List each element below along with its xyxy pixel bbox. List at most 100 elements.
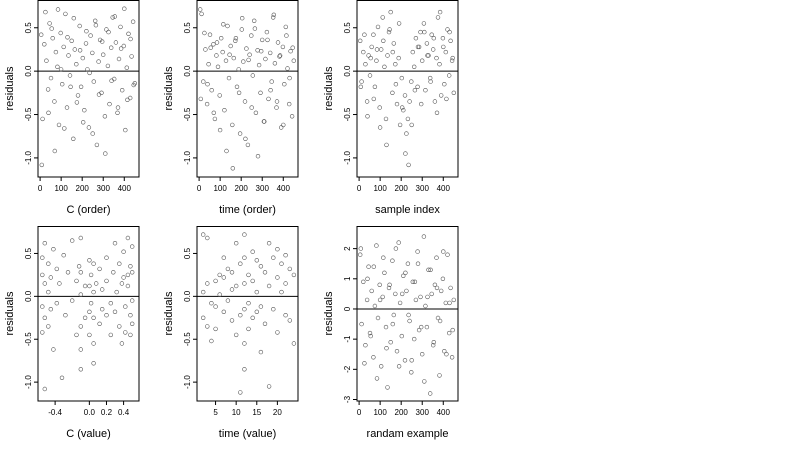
data-point	[61, 253, 66, 258]
data-point	[394, 101, 400, 107]
data-point	[247, 52, 252, 57]
data-point	[123, 304, 128, 309]
data-point	[113, 40, 119, 45]
data-point	[99, 39, 105, 44]
x-tick-label: 200	[395, 184, 409, 193]
data-point	[233, 35, 239, 41]
panel-1: 0 100 200 300 400 0.5 0.0 -0.5 -1.0 C (order) resi…	[4, 0, 140, 216]
data-points	[358, 234, 456, 396]
data-point	[211, 110, 217, 116]
data-point	[441, 249, 446, 254]
data-point	[442, 81, 447, 87]
data-point	[112, 241, 118, 246]
data-point	[365, 114, 370, 119]
data-point	[225, 266, 231, 272]
data-point	[403, 270, 408, 275]
data-point	[129, 54, 134, 59]
data-point	[78, 324, 84, 329]
data-point	[262, 270, 268, 275]
data-point	[421, 21, 427, 26]
data-point	[402, 358, 408, 363]
data-point	[206, 61, 211, 67]
data-point	[205, 81, 210, 87]
data-point	[203, 47, 208, 52]
x-tick-label: 0.4	[118, 408, 130, 417]
data-point	[428, 75, 433, 81]
data-point	[412, 64, 417, 70]
data-point	[116, 56, 122, 62]
data-point	[229, 287, 235, 292]
data-point	[44, 58, 49, 63]
data-point	[364, 297, 370, 303]
x-axis-label: time (order)	[219, 204, 276, 216]
data-point	[367, 330, 373, 336]
data-point	[431, 35, 436, 41]
data-point	[71, 16, 77, 21]
data-points	[38, 6, 138, 168]
data-point	[387, 27, 392, 32]
data-point	[391, 41, 396, 46]
data-point	[432, 99, 438, 104]
data-point	[108, 45, 114, 50]
data-point	[258, 349, 264, 355]
data-point	[362, 361, 367, 366]
data-point	[225, 23, 230, 29]
data-point	[279, 125, 284, 130]
data-point	[379, 364, 384, 369]
data-point	[255, 48, 260, 53]
data-point	[412, 336, 417, 342]
data-point	[42, 241, 47, 246]
y-tick-label: -0.5	[24, 332, 33, 346]
data-point	[230, 166, 236, 171]
data-point	[234, 84, 240, 90]
data-point	[437, 9, 443, 15]
data-point	[407, 318, 412, 324]
data-point	[434, 255, 439, 260]
data-point	[369, 44, 374, 50]
data-point	[242, 232, 247, 237]
data-point	[374, 376, 380, 381]
x-tick-label: -0.4	[48, 408, 62, 417]
data-point	[90, 50, 95, 56]
data-point	[234, 332, 239, 338]
data-point	[271, 12, 276, 18]
data-point	[358, 246, 363, 251]
data-point	[409, 370, 414, 375]
data-point	[359, 321, 364, 327]
data-point	[401, 273, 406, 278]
data-points	[358, 9, 456, 168]
data-point	[372, 84, 378, 90]
data-point	[250, 315, 255, 320]
data-point	[91, 289, 96, 295]
data-point	[46, 110, 51, 116]
plot-frame	[356, 0, 459, 178]
data-point	[439, 288, 444, 294]
data-point	[46, 261, 51, 266]
data-point	[253, 110, 259, 116]
data-point	[268, 87, 273, 93]
data-point	[123, 127, 128, 133]
data-point	[238, 390, 243, 395]
data-point	[238, 261, 243, 266]
data-point	[372, 303, 378, 309]
data-point	[415, 249, 420, 254]
data-point	[72, 47, 78, 52]
data-point	[250, 249, 255, 254]
data-point	[209, 87, 214, 93]
x-tick-label: 0	[357, 184, 362, 193]
data-point	[380, 294, 385, 300]
data-point	[96, 92, 102, 97]
data-point	[123, 330, 128, 335]
data-point	[361, 49, 366, 55]
data-point	[291, 272, 297, 278]
data-point	[412, 279, 418, 284]
data-point	[47, 21, 52, 26]
data-point	[61, 44, 66, 50]
data-point	[103, 151, 108, 156]
data-point	[423, 87, 428, 93]
data-point	[241, 59, 246, 64]
data-point	[39, 162, 44, 168]
data-point	[108, 332, 114, 338]
data-point	[68, 84, 73, 90]
data-point	[217, 93, 222, 98]
